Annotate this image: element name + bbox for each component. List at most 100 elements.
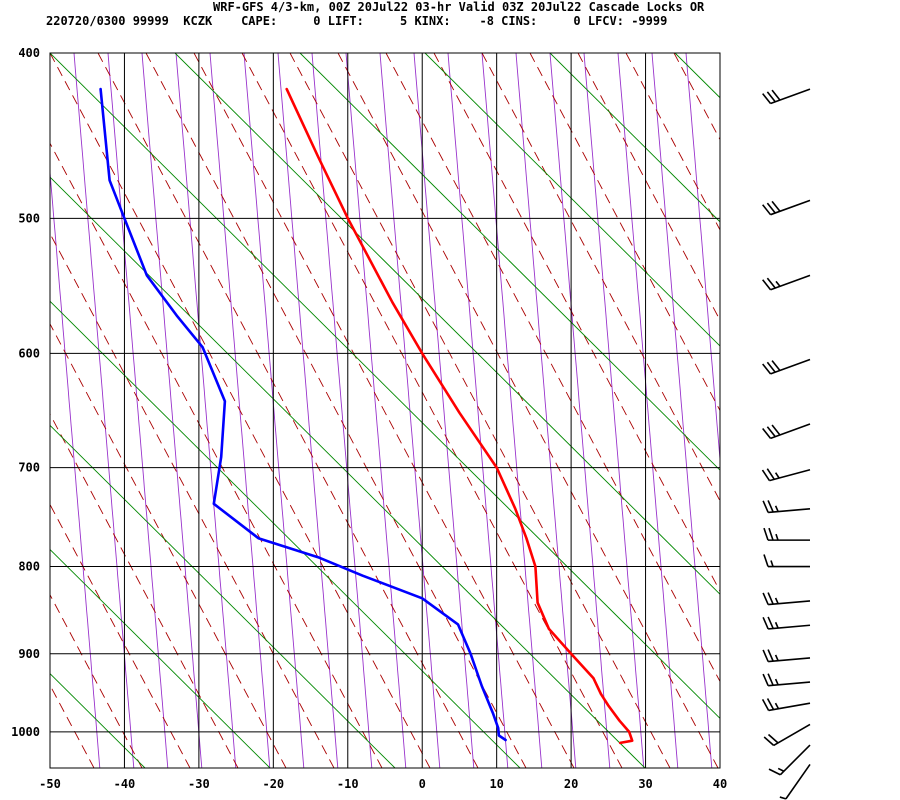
guide-line: [50, 424, 396, 768]
wind-barb: [779, 764, 811, 800]
guide-line: [50, 232, 335, 768]
guide-line: [651, 53, 713, 768]
guide-line: [818, 53, 900, 768]
wind-barb-staff: [770, 423, 811, 440]
wind-barb-staff: [773, 723, 811, 747]
wind-barb-flag: [762, 649, 769, 662]
wind-barb-flag: [767, 616, 774, 629]
wind-barb-staff: [768, 600, 811, 606]
guide-line: [50, 684, 95, 768]
wind-barb-flag: [767, 733, 779, 744]
x-tick-label: -30: [188, 777, 210, 791]
wind-barb: [768, 744, 811, 776]
y-tick-label: 600: [18, 346, 40, 360]
plot-frame: [49, 52, 721, 769]
wind-barb-staff: [768, 657, 811, 663]
wind-barb-flag: [762, 592, 769, 605]
wind-barb-half-flag: [774, 702, 780, 710]
guide-line: [50, 53, 431, 768]
wind-barb-flag: [763, 736, 775, 747]
guide-line: [50, 593, 143, 768]
y-tick-label: 400: [18, 46, 40, 60]
guide-line: [722, 53, 900, 768]
wind-barb: [761, 468, 811, 482]
y-tick-label: 500: [18, 211, 40, 225]
wind-barb: [762, 500, 811, 514]
wind-barb-staff: [779, 744, 811, 776]
x-tick-label: 30: [638, 777, 652, 791]
wind-barb-flag: [767, 673, 774, 686]
x-tick-label: 20: [564, 777, 578, 791]
wind-barb-half-flag: [774, 472, 780, 479]
guide-line: [107, 53, 169, 768]
wind-barb-flag: [771, 89, 781, 101]
wind-barb: [762, 649, 811, 663]
guide-line: [50, 53, 720, 719]
wind-barb: [762, 423, 811, 440]
wind-barb-staff: [770, 199, 811, 216]
y-tick-label: 800: [18, 560, 40, 574]
guide-line: [50, 300, 521, 768]
wind-barb-flag: [766, 91, 776, 103]
wind-barb: [762, 673, 811, 687]
guide-line: [0, 53, 20, 768]
wind-barb-half-flag: [777, 767, 785, 772]
guide-line: [433, 53, 720, 593]
wind-barb-flag: [766, 698, 775, 710]
wind-barb-flag: [762, 500, 769, 513]
guide-line: [424, 53, 720, 347]
guide-line: [145, 53, 527, 768]
x-tick-label: 40: [713, 777, 727, 791]
guide-line: [625, 53, 720, 231]
temperature-line: [285, 87, 634, 745]
guide-line: [447, 53, 509, 768]
wind-barb: [761, 698, 811, 712]
guide-line: [549, 53, 720, 223]
wind-barb-flag: [767, 649, 774, 662]
guide-line: [617, 53, 679, 768]
wind-barb-flag: [761, 698, 770, 711]
wind-barb: [762, 88, 811, 105]
x-tick-label: 10: [489, 777, 503, 791]
guide-line: [209, 53, 271, 768]
stability-indices: 220720/0300 99999 KCZK CAPE: 0 LIFT: 5 K…: [46, 14, 668, 28]
y-tick-label: 900: [18, 647, 40, 661]
guide-line: [141, 53, 203, 768]
wind-barb-staff: [768, 507, 811, 514]
guide-line: [481, 53, 720, 502]
wind-barb-flag: [771, 200, 781, 212]
guide-line: [299, 53, 720, 471]
wind-barb-half-flag: [775, 533, 779, 541]
wind-barb-flag: [766, 202, 776, 214]
wind-barb: [762, 199, 811, 216]
wind-barb-flag: [771, 424, 781, 436]
guide-line: [685, 53, 720, 465]
wind-barb-half-flag: [774, 505, 779, 512]
guide-line: [529, 53, 720, 412]
wind-barb: [762, 358, 811, 375]
wind-barb-half-flag: [774, 597, 779, 605]
guide-line: [50, 176, 646, 768]
y-tick-label: 700: [18, 461, 40, 475]
wind-barb-flag: [762, 204, 772, 216]
x-tick-label: -50: [39, 777, 61, 791]
wind-barb-half-flag: [774, 678, 779, 686]
wind-barb-flag: [762, 363, 772, 375]
wind-barb: [762, 592, 811, 606]
wind-barb-flag: [762, 93, 772, 105]
wind-barb-flag: [766, 361, 776, 373]
guide-line: [193, 53, 575, 768]
wind-barb: [763, 554, 810, 568]
guide-line: [866, 53, 900, 768]
wind-barb-flag: [762, 673, 769, 687]
y-tick-label: 1000: [11, 725, 40, 739]
wind-barb-flag: [766, 468, 775, 480]
wind-barb-staff: [770, 358, 811, 375]
guide-line: [385, 53, 720, 683]
guide-line: [97, 53, 479, 768]
guide-line: [549, 53, 611, 768]
guide-line: [345, 53, 407, 768]
chart-title: WRF-GFS 4/3-km, 00Z 20Jul22 03-hr Valid …: [213, 0, 705, 14]
wind-barb-staff: [770, 274, 811, 291]
